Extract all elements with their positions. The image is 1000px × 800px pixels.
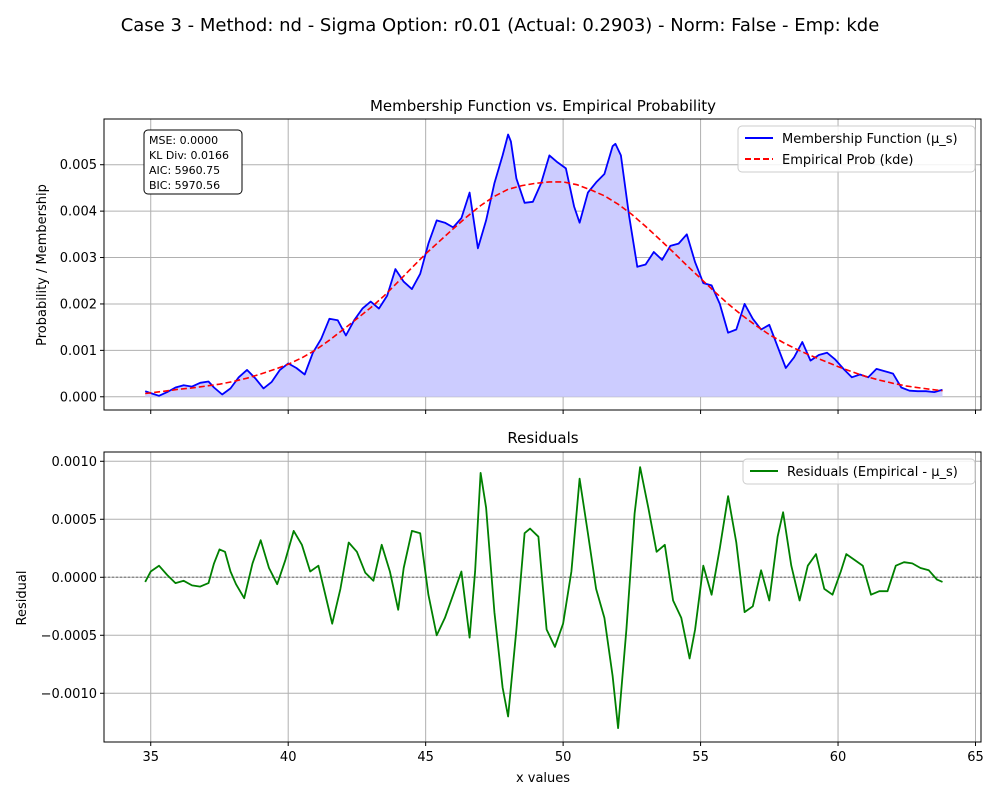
y-tick-label: −0.0005	[41, 629, 97, 644]
y-tick-label: −0.0010	[41, 687, 97, 702]
legend-empirical-label: Empirical Prob (kde)	[782, 153, 914, 168]
top-ticks: 0.000 0.001 0.002 0.003 0.004 0.005	[60, 158, 977, 414]
y-tick-label: 0.0005	[52, 513, 98, 528]
stats-box: MSE: 0.0000 KL Div: 0.0166 AIC: 5960.75 …	[143, 129, 243, 195]
y-tick-label: 0.001	[60, 344, 97, 359]
y-tick-label: 0.004	[60, 205, 97, 220]
legend-residuals-label: Residuals (Empirical - μ_s)	[787, 465, 958, 480]
stats-kl-div: KL Div: 0.0166	[149, 149, 229, 162]
x-tick-label: 55	[692, 750, 709, 765]
bottom-plot-frame	[103, 451, 982, 743]
top-membership-fill	[145, 134, 943, 397]
figure-title: Case 3 - Method: nd - Sigma Option: r0.0…	[121, 15, 880, 36]
bottom-ticks: 35 40 45 50 55 60 65 −0.0010 −0.0005 0.0000 0.0005…	[41, 455, 984, 765]
residuals-line	[144, 466, 943, 729]
y-tick-label: 0.0010	[52, 455, 98, 470]
stats-bic: BIC: 5970.56	[149, 179, 220, 192]
stats-box-frame	[143, 129, 243, 195]
y-tick-label: 0.0000	[52, 571, 98, 586]
bottom-series-group	[104, 466, 981, 729]
stats-aic: AIC: 5960.75	[149, 164, 220, 177]
bottom-y-axis-label: Residual	[15, 571, 30, 626]
bottom-chart-title: Residuals	[507, 429, 578, 447]
empirical-prob-line	[145, 181, 943, 395]
x-tick-label: 45	[417, 750, 434, 765]
x-tick-label: 60	[830, 750, 847, 765]
y-tick-label: 0.000	[60, 390, 97, 405]
membership-area-fill	[145, 134, 943, 397]
x-tick-label: 35	[142, 750, 159, 765]
top-legend-frame	[737, 125, 976, 173]
y-tick-label: 0.003	[60, 251, 97, 266]
y-tick-label: 0.002	[60, 297, 97, 312]
x-tick-label: 50	[555, 750, 572, 765]
x-tick-label: 65	[967, 750, 984, 765]
legend-membership-label: Membership Function (μ_s)	[782, 132, 958, 147]
x-axis-label: x values	[516, 771, 570, 786]
top-y-axis-label: Probability / Membership	[35, 184, 50, 346]
top-legend: Membership Function (μ_s) Empirical Prob…	[737, 125, 976, 173]
y-tick-label: 0.005	[60, 158, 97, 173]
stats-mse: MSE: 0.0000	[149, 134, 218, 147]
top-chart-title: Membership Function vs. Empirical Probab…	[370, 97, 716, 115]
top-series-group	[144, 133, 943, 397]
bottom-legend: Residuals (Empirical - μ_s)	[742, 458, 976, 485]
top-plot-frame	[103, 118, 982, 411]
x-tick-label: 40	[280, 750, 297, 765]
bottom-legend-frame	[742, 458, 976, 485]
